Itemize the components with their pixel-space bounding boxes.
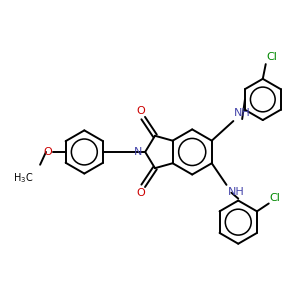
Text: Cl: Cl: [270, 193, 280, 202]
Text: NH: NH: [227, 187, 244, 197]
Text: O: O: [137, 188, 146, 198]
Text: O: O: [137, 106, 146, 116]
Text: O: O: [43, 147, 52, 157]
Text: Cl: Cl: [267, 52, 278, 62]
Text: N: N: [134, 147, 142, 157]
Text: NH: NH: [234, 108, 251, 118]
Text: H$_3$C: H$_3$C: [13, 172, 33, 185]
